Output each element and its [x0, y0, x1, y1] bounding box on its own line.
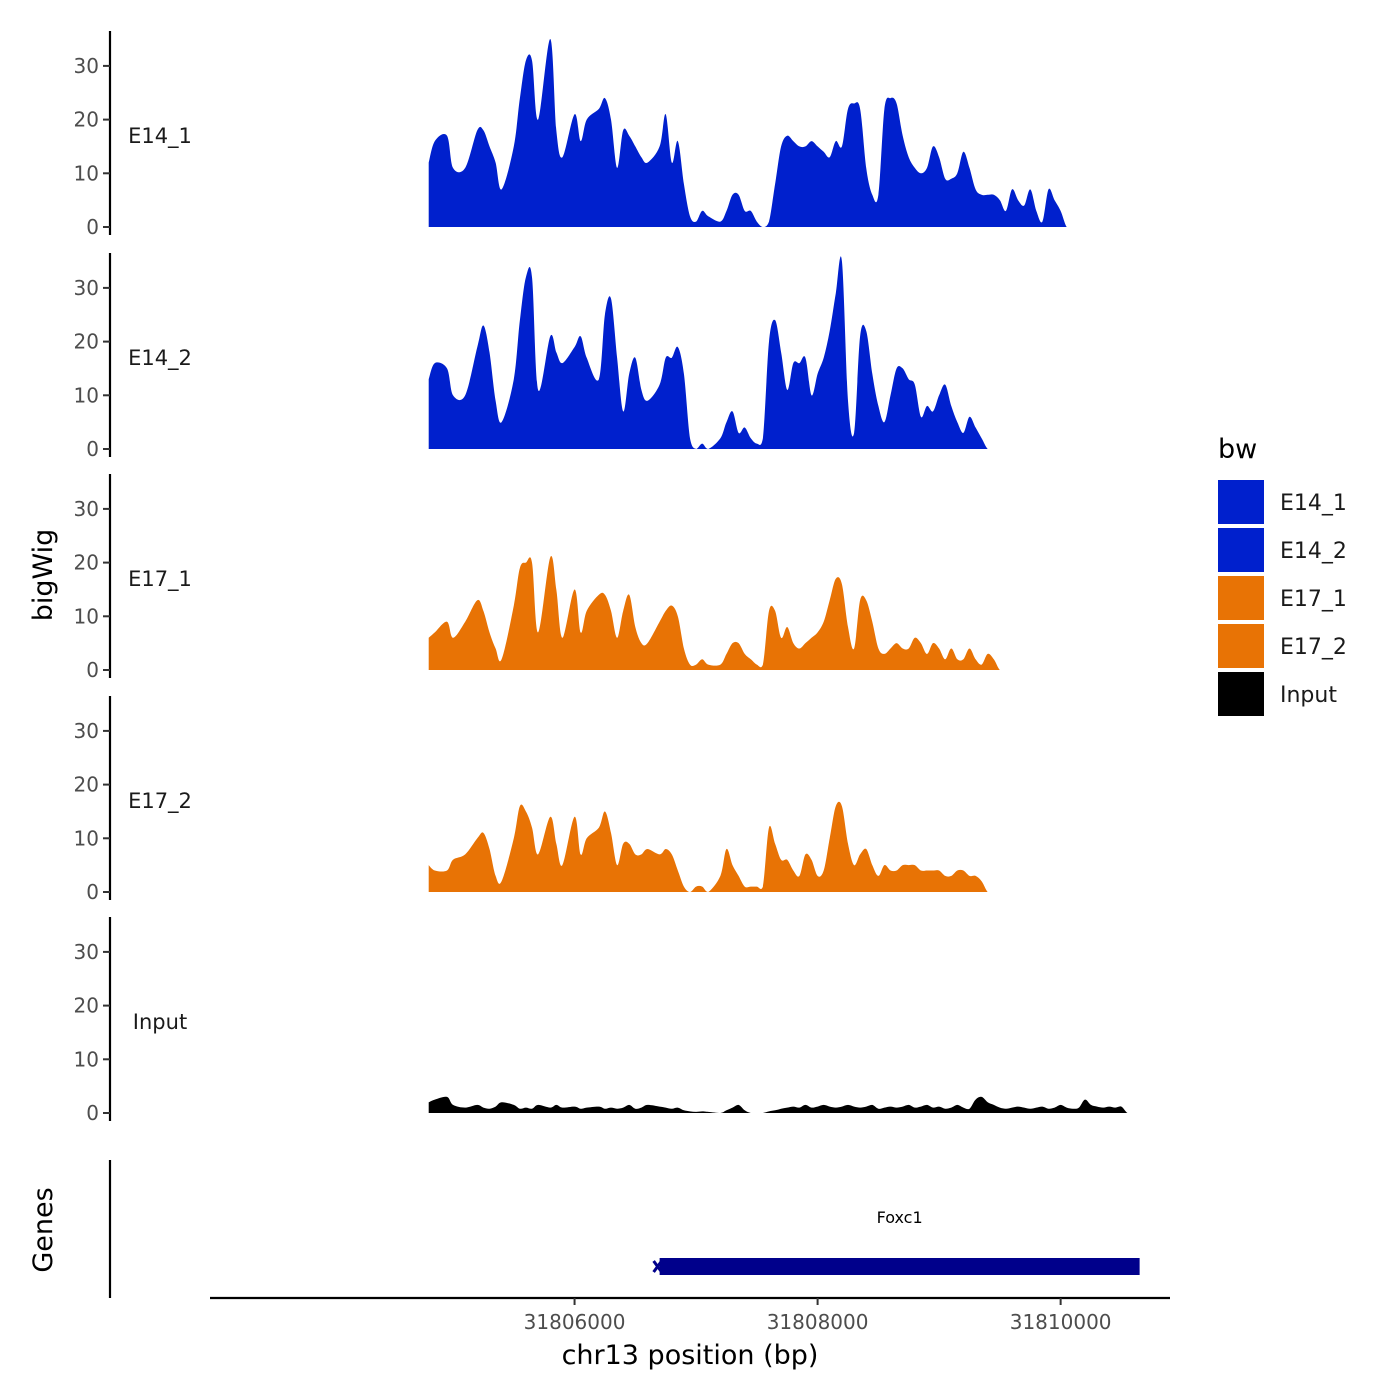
- legend-swatch: [1218, 528, 1264, 572]
- legend-label: E17_2: [1280, 635, 1347, 660]
- y-tick-label: 20: [74, 773, 99, 797]
- x-tick-label: 31810000: [1010, 1310, 1112, 1334]
- coverage-area-E17_1: [428, 555, 1146, 670]
- track-E14_1: 0 10 20 30 E14_1: [74, 31, 1146, 239]
- coverage-area-E17_2: [428, 801, 1146, 892]
- legend: bw E14_1 E14_2 E17_1 E17_2 Input: [1218, 434, 1347, 716]
- y-tick-label: 30: [74, 497, 99, 521]
- y-tick-label: 30: [74, 276, 99, 300]
- x-tick-label: 31806000: [524, 1310, 626, 1334]
- track-label: E14_2: [128, 346, 192, 371]
- genes-track: Foxc1: [108, 1160, 1140, 1298]
- tracks-layer: 0 10 20 30 E14_1 0 10 20 30 E14_2 0 10 20 30 E17_1 0 10 2…: [74, 31, 1146, 1125]
- y-tick-label: 20: [74, 551, 99, 575]
- legend-label: E14_1: [1280, 491, 1347, 516]
- y-tick-label: 20: [74, 994, 99, 1018]
- y-tick-label: 10: [74, 161, 99, 185]
- gene-body-foxc1: [659, 1258, 1140, 1275]
- legend-swatch: [1218, 624, 1264, 668]
- coverage-area-Input: [428, 1096, 1146, 1113]
- track-label: E17_1: [128, 567, 192, 592]
- coverage-area-E14_2: [428, 256, 1146, 449]
- track-label: E14_1: [128, 124, 192, 149]
- track-Input: 0 10 20 30 Input: [74, 917, 1146, 1125]
- legend-swatch: [1218, 480, 1264, 524]
- y-tick-label: 10: [74, 1047, 99, 1071]
- gene-start-marker: [652, 1260, 663, 1273]
- legend-swatch: [1218, 672, 1264, 716]
- legend-swatch: [1218, 576, 1264, 620]
- legend-title: bw: [1218, 434, 1257, 465]
- track-E17_1: 0 10 20 30 E17_1: [74, 474, 1146, 682]
- x-axis-title: chr13 position (bp): [562, 1340, 819, 1371]
- y-tick-label: 30: [74, 54, 99, 78]
- y-tick-label: 0: [86, 1101, 99, 1125]
- y-tick-label: 10: [74, 383, 99, 407]
- genes-axis-title: Genes: [28, 1187, 59, 1272]
- y-tick-label: 30: [74, 719, 99, 743]
- y-tick-label: 20: [74, 330, 99, 354]
- y-tick-label: 30: [74, 940, 99, 964]
- x-axis: 31806000 31808000 31810000: [210, 1296, 1170, 1334]
- track-label: E17_2: [128, 789, 192, 814]
- legend-label: E14_2: [1280, 539, 1347, 564]
- y-tick-label: 10: [74, 604, 99, 628]
- track-E17_2: 0 10 20 30 E17_2: [74, 696, 1146, 904]
- track-E14_2: 0 10 20 30 E14_2: [74, 253, 1146, 461]
- y-tick-label: 0: [86, 437, 99, 461]
- gene-label: Foxc1: [877, 1208, 923, 1227]
- track-label: Input: [133, 1010, 187, 1034]
- y-axis-title: bigWig: [28, 529, 59, 622]
- y-tick-label: 20: [74, 108, 99, 132]
- coverage-area-E14_1: [428, 38, 1146, 227]
- y-tick-label: 0: [86, 215, 99, 239]
- legend-label: Input: [1280, 683, 1337, 708]
- x-tick-label: 31808000: [767, 1310, 869, 1334]
- legend-label: E17_1: [1280, 587, 1347, 612]
- y-tick-label: 0: [86, 658, 99, 682]
- y-tick-label: 0: [86, 880, 99, 904]
- y-tick-label: 10: [74, 826, 99, 850]
